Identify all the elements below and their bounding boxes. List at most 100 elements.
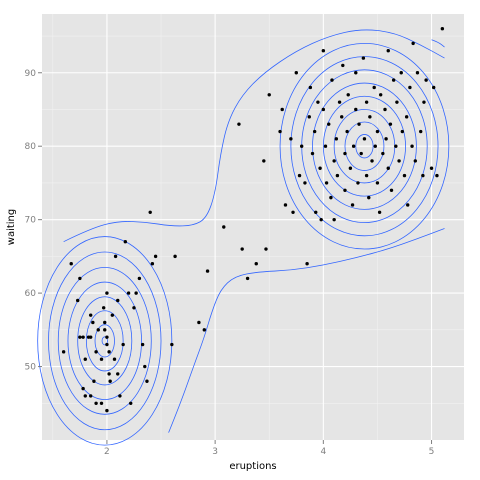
x-tick-label: 5: [429, 447, 435, 457]
axis-ticks: [38, 72, 433, 444]
data-point: [205, 269, 210, 273]
data-point: [307, 115, 311, 119]
data-point: [408, 85, 412, 90]
data-point: [395, 100, 399, 104]
x-axis-label: eruptions: [229, 461, 276, 472]
data-point: [150, 262, 155, 266]
data-point: [362, 137, 367, 141]
data-point: [83, 394, 87, 398]
contour-ring: [57, 266, 152, 415]
data-point: [103, 320, 107, 325]
data-point: [105, 342, 109, 347]
data-point: [351, 144, 356, 148]
x-tick-label: 4: [320, 447, 326, 457]
data-point: [364, 173, 369, 178]
data-point: [112, 357, 117, 361]
contour-ring: [101, 336, 108, 346]
contour-ring: [290, 56, 439, 237]
data-point: [170, 342, 174, 347]
data-point: [132, 306, 136, 310]
data-point: [121, 342, 125, 347]
data-point: [81, 386, 85, 391]
data-point: [389, 188, 394, 192]
data-point: [83, 357, 87, 361]
data-point: [384, 137, 388, 141]
data-point: [310, 151, 315, 156]
y-axis-label: waiting: [6, 209, 17, 245]
y-tick-label: 70: [25, 216, 37, 226]
data-point: [110, 313, 115, 317]
data-point: [375, 129, 380, 134]
x-tick-label: 3: [212, 447, 218, 457]
data-point: [289, 137, 293, 141]
data-point: [435, 173, 439, 178]
y-tick-label: 90: [25, 69, 37, 79]
data-point: [78, 276, 82, 281]
contour-ring: [322, 95, 406, 197]
data-point: [108, 379, 112, 383]
data-point: [330, 78, 334, 82]
data-point: [375, 181, 380, 185]
x-tick-label: 2: [104, 447, 110, 457]
data-point: [262, 159, 266, 163]
data-point: [340, 115, 344, 119]
data-point: [323, 144, 328, 148]
data-point: [419, 129, 423, 134]
data-point: [402, 173, 407, 178]
data-point: [337, 100, 342, 104]
data-point: [173, 254, 177, 259]
data-point: [424, 78, 428, 82]
data-point: [312, 129, 317, 134]
data-point: [143, 364, 147, 369]
data-point: [386, 166, 390, 170]
data-point: [123, 239, 128, 244]
contour-line: [431, 39, 445, 48]
data-point: [91, 320, 95, 325]
data-point: [386, 49, 390, 53]
data-point: [354, 71, 358, 75]
data-point: [432, 85, 436, 90]
data-point: [107, 350, 111, 354]
data-point: [314, 210, 318, 215]
contour-ring: [85, 310, 124, 372]
contour-line: [63, 29, 445, 243]
data-point: [76, 298, 80, 303]
data-point: [354, 107, 358, 112]
data-point: [153, 254, 158, 259]
data-point: [116, 372, 120, 376]
contour-ring: [312, 82, 417, 210]
data-point: [148, 210, 152, 215]
data-point: [264, 247, 268, 251]
plot-panel: [42, 14, 464, 440]
data-point: [411, 41, 415, 46]
data-point: [329, 195, 333, 200]
data-point: [406, 203, 410, 207]
data-point: [78, 335, 82, 339]
data-point: [341, 63, 345, 68]
data-point: [377, 210, 382, 215]
data-point: [140, 342, 145, 347]
contour-ring: [94, 324, 115, 358]
contour-ring: [344, 121, 385, 171]
data-point: [69, 262, 73, 266]
data-point: [61, 350, 66, 354]
contour-line: [168, 228, 445, 433]
data-point: [335, 173, 340, 178]
contour-ring: [279, 42, 450, 250]
data-point: [303, 181, 307, 185]
data-point: [324, 181, 329, 185]
data-point: [126, 291, 131, 295]
contour-ring: [48, 251, 162, 431]
data-point: [357, 122, 361, 126]
data-point: [278, 129, 282, 134]
data-point: [291, 210, 295, 215]
data-point: [88, 394, 93, 398]
data-point: [237, 122, 241, 126]
data-point: [378, 93, 383, 97]
data-point: [364, 100, 369, 104]
data-point: [267, 93, 271, 97]
data-point: [129, 401, 133, 405]
data-point: [372, 85, 376, 90]
data-point: [94, 401, 98, 405]
data-point: [359, 151, 363, 156]
